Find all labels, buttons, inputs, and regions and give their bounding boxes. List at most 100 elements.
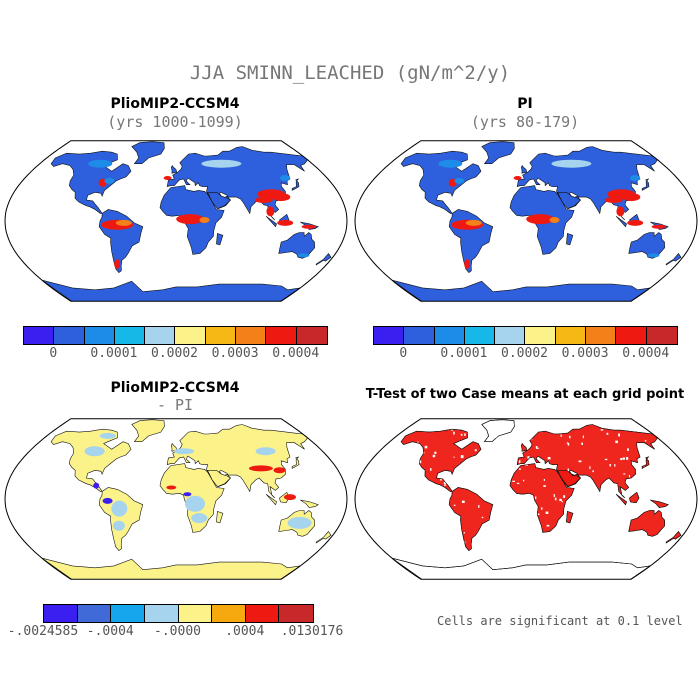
- non-significant-cell: [487, 441, 490, 444]
- non-significant-cell: [403, 493, 407, 496]
- non-significant-cell: [572, 537, 575, 540]
- continent-samerica: [448, 209, 494, 274]
- map-patch: [114, 259, 121, 269]
- colorbar-tick-label: 0.0003: [211, 346, 259, 361]
- continent-nz: [665, 253, 682, 266]
- non-significant-cell: [606, 432, 609, 435]
- non-significant-cell: [480, 427, 482, 429]
- map-patch: [464, 259, 471, 269]
- colorbar-swatch: [77, 605, 112, 622]
- non-significant-cell: [453, 431, 455, 435]
- non-significant-cell: [524, 540, 526, 543]
- continent-madagascar: [216, 232, 224, 246]
- continent-japan: [291, 456, 300, 469]
- colorbar-swatch: [178, 605, 213, 622]
- non-significant-cell: [493, 512, 495, 515]
- non-significant-cell: [669, 474, 671, 476]
- continent-greenland: [481, 141, 515, 164]
- non-significant-cell: [620, 458, 623, 461]
- non-significant-cell: [471, 435, 474, 439]
- colorbar-swatch: [266, 327, 297, 344]
- map-top-right: [353, 133, 699, 309]
- colorbar-top-left: [23, 326, 328, 345]
- non-significant-cell: [481, 516, 484, 519]
- non-significant-cell: [566, 529, 570, 532]
- non-significant-cell: [582, 435, 584, 439]
- colorbar-swatch: [175, 327, 206, 344]
- map-patch: [526, 214, 555, 225]
- non-significant-cell: [592, 470, 594, 473]
- non-significant-cell: [371, 509, 375, 511]
- continent-indonesia1: [265, 215, 277, 228]
- map-patch: [174, 448, 195, 455]
- significance-fill-australia: [628, 510, 665, 537]
- map-frame: [4, 140, 348, 302]
- non-significant-cell: [394, 527, 396, 530]
- map-patch: [199, 217, 210, 223]
- significance-fill-samerica: [449, 487, 493, 551]
- non-significant-cell: [651, 505, 653, 508]
- colorbar-swatch: [245, 605, 280, 622]
- non-significant-cell: [680, 502, 683, 506]
- colorbar-swatch: [404, 327, 435, 344]
- colorbar-swatch: [145, 327, 176, 344]
- non-significant-cell: [644, 440, 647, 442]
- non-significant-cell: [471, 432, 472, 435]
- map-frame: [4, 418, 348, 580]
- non-significant-cell: [546, 524, 550, 527]
- colorbar-swatch: [54, 327, 85, 344]
- non-significant-cell: [506, 501, 509, 505]
- colorbar-swatch: [236, 327, 267, 344]
- non-significant-cell: [650, 478, 652, 481]
- non-significant-cell: [508, 436, 510, 439]
- colorbar-tick-label: -.0000: [154, 624, 201, 639]
- continent-arabia_fill: [557, 192, 581, 209]
- panel-subtitle-bottom-left: - PI: [156, 396, 194, 414]
- map-patch: [513, 176, 522, 180]
- non-significant-cell: [372, 505, 376, 508]
- continent-samerica: [98, 487, 144, 552]
- map-patch: [287, 516, 312, 529]
- non-significant-cell: [577, 487, 581, 490]
- colorbar-tick-label: 0.0001: [440, 346, 488, 361]
- non-significant-cell: [514, 528, 517, 530]
- non-significant-cell: [669, 510, 673, 513]
- colorbar-swatch: [279, 605, 313, 622]
- coastline-uk: [520, 443, 528, 452]
- non-significant-cell: [401, 507, 403, 510]
- non-significant-cell: [499, 482, 502, 484]
- map-patch: [185, 495, 205, 512]
- non-significant-cell: [655, 472, 659, 476]
- colorbar-labels-top-right: 0 0.0001 0.0002 0.0003 0.0004: [373, 346, 676, 362]
- non-significant-cell: [421, 452, 425, 454]
- continent-japan: [641, 178, 650, 191]
- non-significant-cell: [640, 478, 642, 481]
- coastline-indonesia2: [629, 491, 640, 504]
- non-significant-cell: [512, 443, 515, 445]
- map-patch: [280, 175, 291, 181]
- significance-fill-eurasia: [517, 424, 658, 498]
- non-significant-cell: [598, 508, 600, 511]
- non-significant-cell: [525, 462, 528, 466]
- colorbar-swatch: [114, 327, 146, 344]
- continent-eurasia: [166, 424, 309, 499]
- map-frame: [354, 140, 698, 302]
- non-significant-cell: [516, 482, 520, 484]
- non-significant-cell: [562, 529, 564, 532]
- continent-indonesia1: [265, 493, 277, 506]
- map-patch: [438, 159, 463, 168]
- map-patch: [551, 159, 592, 168]
- non-significant-cell: [411, 515, 414, 518]
- continent-namerica: [50, 428, 132, 492]
- colorbar-swatch: [586, 327, 617, 344]
- map-patch: [99, 432, 116, 439]
- continent-japan: [291, 178, 300, 191]
- non-significant-cell: [600, 429, 604, 431]
- non-significant-cell: [463, 532, 465, 534]
- non-significant-cell: [501, 533, 504, 536]
- non-significant-cell: [625, 543, 627, 546]
- non-significant-cell: [443, 481, 447, 484]
- continent-australia: [278, 232, 316, 259]
- non-significant-cell: [567, 442, 570, 446]
- non-significant-cell: [430, 483, 433, 485]
